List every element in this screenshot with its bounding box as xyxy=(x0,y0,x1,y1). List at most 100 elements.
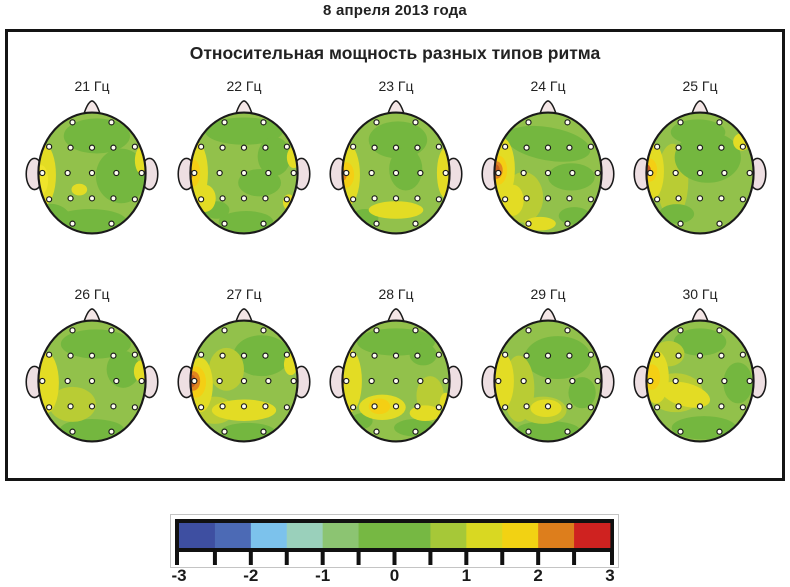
electrode-dot xyxy=(435,196,442,203)
frequency-label: 23 Гц xyxy=(378,78,414,94)
topo-blob xyxy=(515,420,581,441)
electrode-dot xyxy=(677,327,684,334)
electrode-dot xyxy=(654,351,661,358)
frequency-label: 27 Гц xyxy=(226,286,262,302)
electrode-dot xyxy=(260,428,267,435)
colorbar-tick-label: 2 xyxy=(533,566,543,585)
electrode-dot xyxy=(131,143,138,150)
electrode-dot xyxy=(414,195,421,202)
electrode-dot xyxy=(240,144,248,151)
figure-title: Относительная мощность разных типов ритм… xyxy=(189,43,601,63)
topo-blob xyxy=(71,183,88,196)
colorbar-tick xyxy=(248,551,253,565)
electrode-dot xyxy=(417,169,424,177)
electrode-dot xyxy=(525,119,532,126)
electrode-dot xyxy=(290,377,297,385)
electrode-dot xyxy=(350,143,357,150)
electrode-dot xyxy=(265,377,272,385)
electrode-dot xyxy=(696,403,704,410)
electrode-dot xyxy=(283,196,290,203)
electrode-dot xyxy=(350,404,357,411)
electrode-dot xyxy=(219,352,226,359)
colorbar xyxy=(175,519,614,565)
electrode-dot xyxy=(373,327,380,334)
electrode-dot xyxy=(739,351,746,358)
electrode-dot xyxy=(523,352,530,359)
topo-blob xyxy=(368,121,428,159)
electrode-dot xyxy=(435,143,442,150)
electrode-dot xyxy=(198,404,205,411)
electrode-dot xyxy=(240,352,248,359)
electrode-dot xyxy=(69,220,76,227)
topomap-cell: 24 Гц xyxy=(472,78,624,250)
electrode-dot xyxy=(88,195,96,202)
topomap xyxy=(329,308,463,443)
electrode-dot xyxy=(523,403,530,410)
electrode-dot xyxy=(414,352,421,359)
electrode-dot xyxy=(392,195,400,202)
electrode-dot xyxy=(88,144,96,151)
topo-blob xyxy=(95,148,146,204)
colorbar-tick xyxy=(284,551,289,565)
electrode-dot xyxy=(569,377,576,385)
electrode-dot xyxy=(392,352,400,359)
electrode-dot xyxy=(544,377,552,385)
electrode-dot xyxy=(138,169,145,177)
electrode-dot xyxy=(739,196,746,203)
topo-blob xyxy=(524,336,591,380)
topomap xyxy=(633,100,767,235)
electrode-dot xyxy=(587,196,594,203)
frequency-label: 21 Гц xyxy=(74,78,110,94)
topo-blob xyxy=(59,419,125,441)
electrode-dot xyxy=(696,377,704,385)
electrode-dot xyxy=(675,144,682,151)
electrode-dot xyxy=(564,119,571,126)
electrode-dot xyxy=(525,220,532,227)
electrode-dot xyxy=(39,377,46,385)
electrode-dot xyxy=(219,403,226,410)
colorbar-tick-label: 0 xyxy=(389,566,400,585)
electrode-dot xyxy=(108,119,115,126)
head-outline xyxy=(37,111,147,235)
electrode-dot xyxy=(412,428,419,435)
electrode-dot xyxy=(718,403,725,410)
topo-blob xyxy=(60,329,131,359)
electrode-dot xyxy=(221,428,228,435)
electrode-dot xyxy=(260,220,267,227)
topo-blob xyxy=(368,201,424,219)
electrode-dot xyxy=(696,352,704,359)
electrode-dot xyxy=(564,327,571,334)
colorbar-segment xyxy=(502,523,539,548)
electrode-dot xyxy=(392,144,400,151)
electrode-dot xyxy=(262,403,269,410)
electrode-dot xyxy=(442,377,449,385)
head-outline xyxy=(37,319,147,443)
electrode-dot xyxy=(412,220,419,227)
frequency-label: 22 Гц xyxy=(226,78,262,94)
colorbar-panel xyxy=(170,514,619,568)
electrode-dot xyxy=(525,327,532,334)
colorbar-tick xyxy=(464,551,469,565)
colorbar-segment xyxy=(430,523,467,548)
electrode-dot xyxy=(219,195,226,202)
topo-blob xyxy=(548,163,595,191)
topomap xyxy=(481,308,615,443)
electrode-dot xyxy=(371,352,378,359)
colorbar-tick xyxy=(356,551,361,565)
frequency-label: 24 Гц xyxy=(530,78,566,94)
topo-blob xyxy=(238,169,282,197)
electrode-dot xyxy=(746,377,753,385)
topomap xyxy=(177,100,311,235)
electrode-dot xyxy=(587,143,594,150)
electrode-dot xyxy=(216,169,223,177)
head-outline xyxy=(645,111,755,235)
head-outline xyxy=(645,319,755,443)
electrode-dot xyxy=(262,352,269,359)
colorbar-segment xyxy=(286,523,324,548)
electrode-dot xyxy=(240,195,248,202)
topo-blob xyxy=(208,347,244,391)
electrode-dot xyxy=(191,377,198,385)
colorbar-tick xyxy=(175,551,179,565)
colorbar-segment xyxy=(179,523,216,548)
